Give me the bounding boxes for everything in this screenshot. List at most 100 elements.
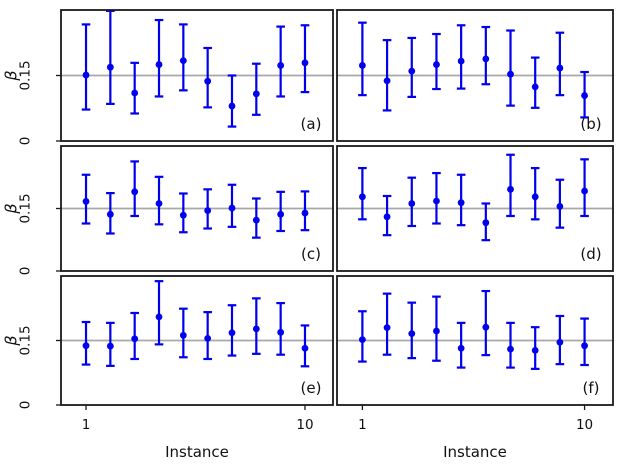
error-bar <box>481 289 491 357</box>
data-point <box>131 188 139 196</box>
panel-letter-label: (d) <box>580 245 601 263</box>
data-point <box>408 330 416 338</box>
error-bar <box>530 166 540 221</box>
error-bar <box>456 173 466 227</box>
data-point <box>581 342 588 350</box>
data-point <box>179 57 187 65</box>
data-point <box>252 216 260 224</box>
data-point <box>204 77 212 85</box>
panel-b: (b) <box>336 9 614 142</box>
x-axis-label: Instance <box>443 443 507 461</box>
error-bar <box>580 70 589 119</box>
data-point <box>556 338 564 346</box>
data-point <box>482 323 490 331</box>
error-bar <box>81 320 91 366</box>
error-bar <box>106 321 115 367</box>
data-point <box>204 334 212 342</box>
error-bar <box>106 9 115 105</box>
y-tick-label: 0.15 <box>17 325 33 355</box>
error-bar <box>555 178 565 229</box>
panel-frame <box>336 9 614 142</box>
data-point <box>252 90 260 98</box>
panel-frame <box>336 145 614 272</box>
data-point <box>204 207 212 214</box>
data-point <box>155 61 163 68</box>
error-bar <box>179 192 188 234</box>
data-point <box>82 342 90 350</box>
error-bar <box>358 310 367 363</box>
error-bar <box>555 31 565 97</box>
data-point <box>531 346 539 354</box>
panel-letter-label: (c) <box>301 245 321 263</box>
data-point <box>228 204 236 212</box>
data-point <box>301 59 309 67</box>
data-point <box>556 64 564 72</box>
x-axis-label: Instance <box>165 443 229 461</box>
x-tick-label: 10 <box>296 417 313 433</box>
data-point <box>507 185 514 193</box>
data-point <box>277 328 285 336</box>
panel-letter-label: (f) <box>583 379 600 397</box>
error-bar <box>179 307 188 359</box>
error-bar <box>81 23 91 111</box>
error-bar <box>530 56 540 109</box>
data-point <box>531 83 539 91</box>
error-bar <box>506 29 515 107</box>
error-bar <box>252 197 261 239</box>
data-point <box>433 327 440 335</box>
error-bar <box>276 190 285 233</box>
error-bar <box>407 36 417 98</box>
error-bar <box>432 171 441 225</box>
data-point <box>482 219 490 227</box>
error-bar <box>81 173 91 225</box>
data-point <box>457 344 465 352</box>
data-point <box>581 187 588 195</box>
data-point <box>82 71 90 79</box>
data-point <box>277 210 285 218</box>
data-point <box>228 329 236 337</box>
error-bar <box>432 32 441 91</box>
data-point <box>179 211 187 219</box>
data-point <box>131 335 139 343</box>
error-bar <box>580 158 589 218</box>
data-point <box>155 200 163 207</box>
data-point <box>581 92 588 99</box>
data-point <box>383 77 391 85</box>
panel-e: (e) 0 0.15β 1 10 Instance <box>1 275 334 461</box>
x-tick-label: 1 <box>358 417 367 433</box>
error-bar <box>276 301 285 356</box>
data-point <box>531 193 539 201</box>
error-bar <box>481 202 491 242</box>
data-point <box>457 199 465 207</box>
data-point <box>301 344 309 352</box>
error-bar <box>276 25 285 98</box>
error-bar <box>154 280 164 346</box>
data-point <box>358 62 366 69</box>
data-point <box>82 198 90 205</box>
error-bar <box>580 317 589 367</box>
error-bar <box>481 25 491 86</box>
panel-d: (d) <box>336 145 614 272</box>
error-bar <box>203 188 212 230</box>
data-point <box>482 55 490 63</box>
error-bar <box>358 21 367 97</box>
y-tick-label: 0 <box>17 401 33 410</box>
panel-letter-label: (e) <box>301 379 322 397</box>
data-point <box>131 89 139 97</box>
data-point <box>457 57 465 65</box>
y-tick-label: 0 <box>17 267 33 276</box>
data-point <box>433 61 440 68</box>
data-point <box>383 324 391 331</box>
data-point <box>433 197 440 205</box>
panel-f: (f) 1 10 Instance <box>336 275 614 461</box>
y-tick-label: 0 <box>17 137 33 146</box>
error-bar <box>456 24 466 90</box>
error-bar <box>407 301 417 360</box>
panel-a: (a) 0 0.15β <box>1 9 334 146</box>
error-bar <box>130 311 139 361</box>
panel-frame <box>336 275 614 406</box>
error-bar <box>382 39 392 112</box>
data-point <box>277 62 285 69</box>
